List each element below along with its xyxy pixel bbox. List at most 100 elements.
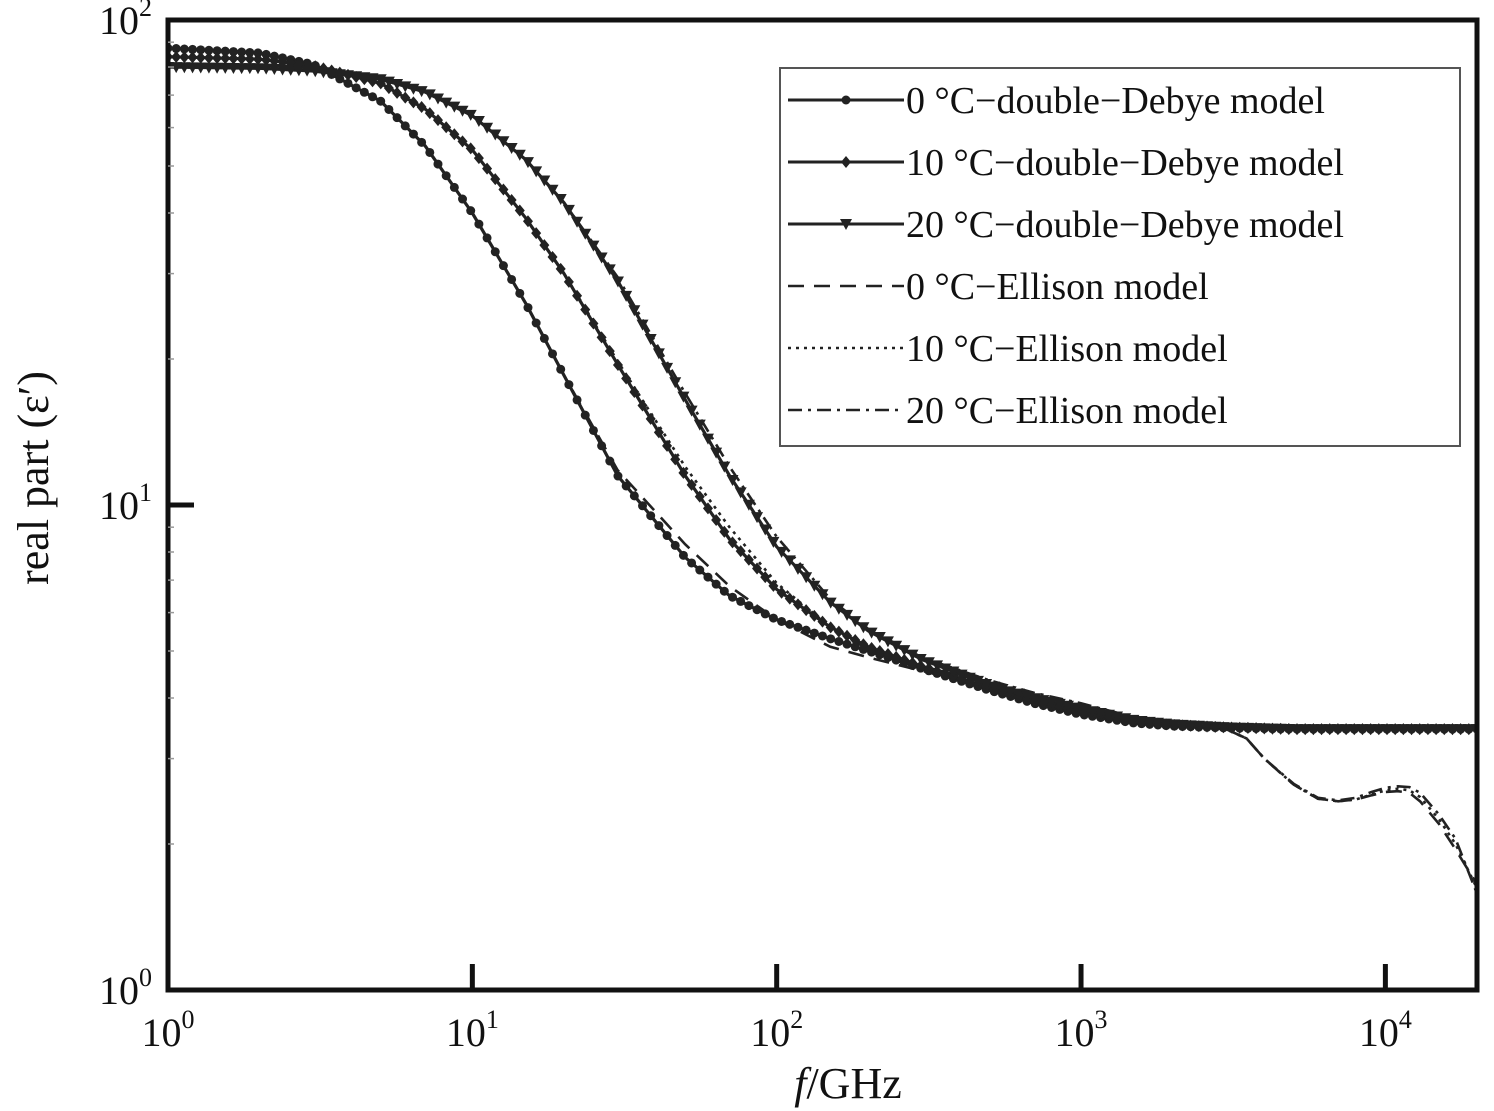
series-marker <box>1430 724 1443 736</box>
series-marker <box>458 194 468 204</box>
series-marker <box>719 525 730 538</box>
series-marker <box>277 56 288 69</box>
series-marker <box>383 82 394 95</box>
series-marker <box>1184 720 1197 732</box>
series-marker <box>580 410 590 420</box>
series-marker <box>253 48 263 58</box>
series-marker <box>368 92 378 102</box>
series-marker <box>563 275 574 288</box>
series-marker <box>506 194 517 207</box>
series-marker <box>1446 724 1459 736</box>
series-marker <box>1192 720 1205 732</box>
series-marker <box>317 67 330 79</box>
series-marker <box>726 475 739 487</box>
series-marker <box>1127 714 1140 726</box>
series-marker <box>744 601 754 611</box>
series-marker <box>939 663 952 675</box>
series-marker <box>1454 724 1467 736</box>
series-marker <box>1143 716 1156 728</box>
series-marker <box>1307 724 1320 736</box>
series-marker <box>392 113 402 123</box>
series-marker <box>587 240 600 252</box>
tick-layer: 100 101 102 103 104 100 101 102 <box>99 0 1412 1055</box>
series-marker <box>931 660 944 672</box>
series-marker <box>842 639 852 649</box>
series-marker <box>832 603 845 615</box>
series-marker <box>1176 719 1189 731</box>
series-marker <box>637 399 648 412</box>
legend-marker <box>841 156 851 168</box>
series-marker <box>742 499 755 511</box>
series-marker <box>785 619 795 629</box>
series-marker <box>947 666 960 678</box>
series-marker <box>212 52 223 65</box>
legend-box <box>779 67 1461 447</box>
series-marker <box>882 647 893 660</box>
series-marker <box>891 650 902 663</box>
series-marker <box>498 183 509 196</box>
series-marker <box>301 65 314 77</box>
series-marker <box>899 653 910 666</box>
series-marker <box>417 137 427 147</box>
series-marker <box>220 52 231 65</box>
series-marker <box>188 44 198 54</box>
x-tick-label: 102 <box>750 1005 803 1055</box>
series-marker <box>449 128 460 141</box>
series-marker <box>556 364 566 374</box>
series-marker <box>801 625 811 635</box>
series-marker <box>251 63 264 75</box>
series-marker <box>490 247 500 257</box>
series-marker <box>727 536 738 549</box>
y-tick-label: 102 <box>99 0 152 43</box>
series-marker <box>1209 721 1222 733</box>
series-marker <box>620 290 633 302</box>
series-marker <box>653 426 664 439</box>
series-marker <box>865 627 878 639</box>
series-marker <box>629 491 639 501</box>
series-marker <box>261 54 272 67</box>
series-marker <box>801 604 812 617</box>
series-marker <box>662 439 673 452</box>
series-marker <box>963 672 976 684</box>
series-marker <box>588 317 599 330</box>
series-marker <box>268 64 281 76</box>
series-marker <box>800 572 813 584</box>
series-marker <box>1364 724 1377 736</box>
series-marker <box>826 634 836 644</box>
series-marker <box>464 109 477 121</box>
series-marker <box>1389 724 1402 736</box>
series-marker <box>538 175 551 187</box>
series-marker <box>204 45 214 55</box>
series-marker <box>523 303 533 313</box>
series-marker <box>842 629 853 642</box>
series-marker <box>472 116 485 128</box>
series-marker <box>1168 719 1181 731</box>
series-marker <box>881 636 894 648</box>
series-marker <box>678 466 689 479</box>
series-marker <box>775 546 788 558</box>
series-marker <box>179 44 189 54</box>
series-marker <box>621 481 631 491</box>
series-marker <box>685 405 698 417</box>
series-marker <box>857 622 870 634</box>
series-marker <box>595 252 608 264</box>
series-marker <box>228 52 239 65</box>
series-marker <box>514 204 525 217</box>
series-marker <box>564 380 574 390</box>
series-marker <box>236 52 247 65</box>
series-marker <box>358 72 371 84</box>
series-marker <box>752 605 762 615</box>
series-marker <box>816 589 829 601</box>
series-marker <box>611 276 624 288</box>
series-marker <box>1340 724 1353 736</box>
series-marker <box>456 105 469 117</box>
y-tick-label: 100 <box>99 963 152 1013</box>
legend-label: 0 °C−double−Debye model <box>906 80 1325 122</box>
series-marker <box>824 597 837 609</box>
series-marker <box>792 598 803 611</box>
series-marker <box>260 63 273 75</box>
series-marker <box>644 334 657 346</box>
series-marker <box>734 487 747 499</box>
series-marker <box>481 122 494 134</box>
